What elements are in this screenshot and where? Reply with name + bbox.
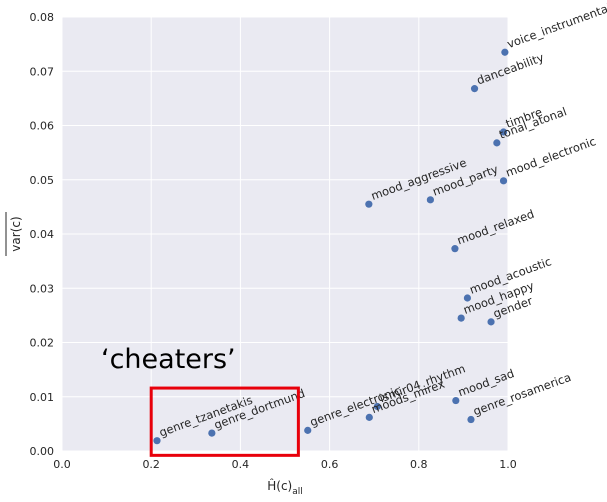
data-point [467,415,475,424]
data-point [499,177,508,185]
x-tick-labels: 0.0 0.2 0.4 0.6 0.8 1.0 [53,458,517,471]
data-point [365,200,373,208]
data-point [452,396,460,405]
y-tick-label: 0.03 [30,282,55,295]
y-tick-labels: 0.00 0.01 0.02 0.03 0.04 0.05 0.06 0.07 0.08 [30,11,55,458]
x-axis-title-main: Ĥ(c) [267,478,292,493]
x-axis-title: Ĥ(c)all [267,478,303,497]
x-tick-label: 0.2 [142,458,160,471]
y-tick-label: 0.00 [30,445,55,458]
y-axis-title: var(c) [9,216,23,251]
point-label: voice_instrumental [505,0,607,51]
x-tick-label: 0.8 [410,458,428,471]
cheaters-annotation: ‘cheaters’ [101,344,236,375]
data-point [451,245,459,253]
x-tick-label: 1.0 [499,458,517,471]
y-tick-label: 0.04 [30,228,55,241]
data-points [153,48,509,445]
y-tick-label: 0.07 [30,65,55,78]
data-point [470,85,479,93]
grid [61,16,509,452]
data-point [365,413,373,421]
data-point [487,318,495,326]
y-tick-label: 0.06 [30,120,55,133]
y-tick-label: 0.08 [30,11,55,24]
data-point [493,139,501,147]
data-point [463,294,472,302]
data-point [499,128,508,136]
data-point [373,402,381,411]
data-point [304,426,312,434]
x-tick-label: 0.4 [232,458,250,471]
cheaters-highlight-box [149,386,300,457]
data-point [501,48,509,56]
y-tick-label: 0.02 [30,337,55,350]
data-point [153,437,161,445]
x-axis-title-subscript: all [292,487,303,497]
data-point [426,196,434,204]
y-tick-label: 0.01 [30,391,55,404]
x-tick-label: 0.0 [53,458,71,471]
x-tick-label: 0.6 [321,458,339,471]
data-point [208,429,216,437]
data-point [457,314,465,322]
point-label: mood_electronic [504,134,598,180]
y-tick-label: 0.05 [30,174,55,187]
